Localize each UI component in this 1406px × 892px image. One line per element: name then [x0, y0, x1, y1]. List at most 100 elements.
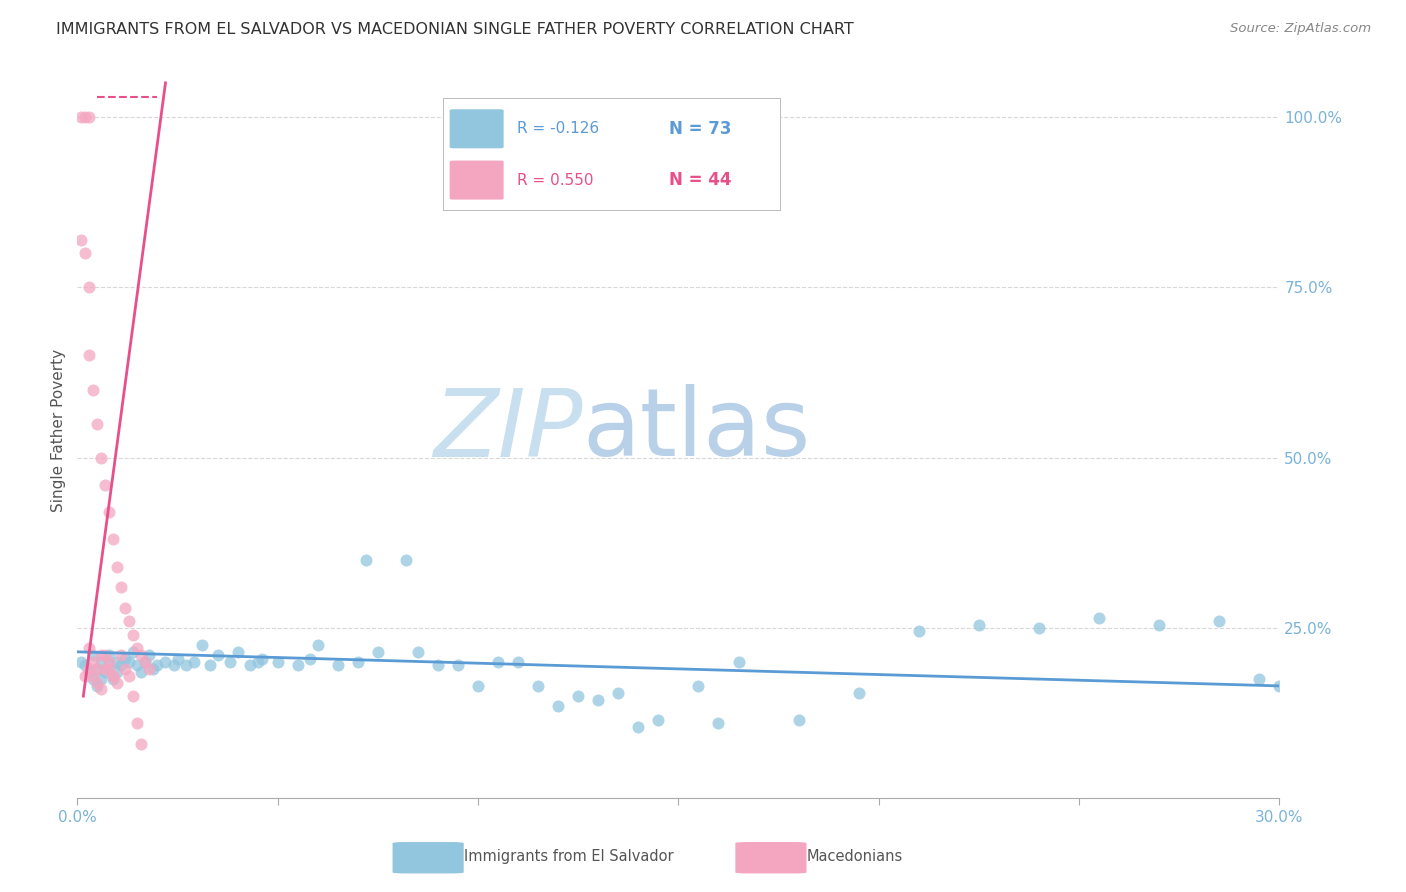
- Point: [367, 645, 389, 659]
- Point: [127, 716, 149, 731]
- Point: [567, 689, 589, 703]
- Point: [486, 655, 509, 669]
- Point: [94, 662, 117, 676]
- Point: [103, 672, 125, 686]
- Point: [1249, 672, 1271, 686]
- Point: [162, 658, 184, 673]
- Point: [114, 662, 136, 676]
- Point: [94, 648, 117, 663]
- Point: [395, 553, 418, 567]
- Point: [107, 665, 129, 680]
- FancyBboxPatch shape: [450, 109, 503, 148]
- Point: [190, 638, 212, 652]
- Point: [110, 648, 132, 663]
- Point: [90, 672, 112, 686]
- Point: [94, 478, 117, 492]
- Point: [122, 645, 145, 659]
- Point: [107, 675, 129, 690]
- Point: [707, 716, 730, 731]
- Point: [146, 658, 169, 673]
- Point: [607, 686, 630, 700]
- Point: [406, 645, 429, 659]
- Text: Macedonians: Macedonians: [807, 849, 903, 864]
- Point: [75, 110, 97, 124]
- Point: [218, 655, 240, 669]
- Point: [98, 505, 121, 519]
- Point: [588, 692, 610, 706]
- Point: [90, 655, 112, 669]
- Point: [79, 665, 101, 680]
- Point: [107, 655, 129, 669]
- Point: [207, 648, 229, 663]
- Point: [155, 655, 177, 669]
- Text: N = 73: N = 73: [669, 120, 731, 137]
- Point: [118, 614, 141, 628]
- Point: [1088, 611, 1111, 625]
- Point: [908, 624, 931, 639]
- Point: [246, 655, 269, 669]
- Point: [110, 580, 132, 594]
- Point: [127, 658, 149, 673]
- Point: [131, 648, 153, 663]
- Point: [86, 662, 108, 676]
- Point: [727, 655, 749, 669]
- Point: [98, 662, 121, 676]
- Point: [118, 655, 141, 669]
- Point: [326, 658, 349, 673]
- Point: [239, 658, 262, 673]
- Point: [447, 658, 470, 673]
- Point: [79, 641, 101, 656]
- Y-axis label: Single Father Poverty: Single Father Poverty: [51, 349, 66, 512]
- Point: [142, 662, 165, 676]
- Point: [267, 655, 290, 669]
- Point: [527, 679, 550, 693]
- Point: [79, 280, 101, 294]
- Point: [79, 348, 101, 362]
- Point: [98, 658, 121, 673]
- Point: [79, 662, 101, 676]
- Point: [127, 641, 149, 656]
- Point: [467, 679, 489, 693]
- Point: [627, 720, 650, 734]
- Point: [688, 679, 710, 693]
- Point: [94, 665, 117, 680]
- Point: [131, 665, 153, 680]
- Text: atlas: atlas: [582, 384, 810, 476]
- Point: [787, 713, 810, 727]
- Point: [287, 658, 309, 673]
- Point: [86, 417, 108, 431]
- Point: [250, 651, 273, 665]
- Point: [427, 658, 450, 673]
- Point: [90, 648, 112, 663]
- Point: [547, 699, 569, 714]
- Point: [107, 559, 129, 574]
- Point: [508, 655, 530, 669]
- Point: [82, 669, 104, 683]
- Point: [75, 246, 97, 260]
- Point: [138, 662, 160, 676]
- Point: [103, 669, 125, 683]
- Point: [122, 689, 145, 703]
- Point: [138, 648, 160, 663]
- Point: [90, 682, 112, 697]
- FancyBboxPatch shape: [450, 161, 503, 200]
- Point: [298, 651, 321, 665]
- Point: [967, 617, 990, 632]
- Point: [354, 553, 377, 567]
- Point: [75, 658, 97, 673]
- Point: [1028, 621, 1050, 635]
- Point: [174, 658, 197, 673]
- Point: [114, 651, 136, 665]
- Point: [86, 662, 108, 676]
- Point: [79, 110, 101, 124]
- Text: R = -0.126: R = -0.126: [517, 121, 599, 136]
- Point: [82, 672, 104, 686]
- FancyBboxPatch shape: [735, 842, 807, 873]
- Point: [647, 713, 669, 727]
- Point: [82, 655, 104, 669]
- Point: [70, 233, 93, 247]
- Point: [347, 655, 370, 669]
- Point: [307, 638, 329, 652]
- Point: [122, 628, 145, 642]
- Text: Source: ZipAtlas.com: Source: ZipAtlas.com: [1230, 22, 1371, 36]
